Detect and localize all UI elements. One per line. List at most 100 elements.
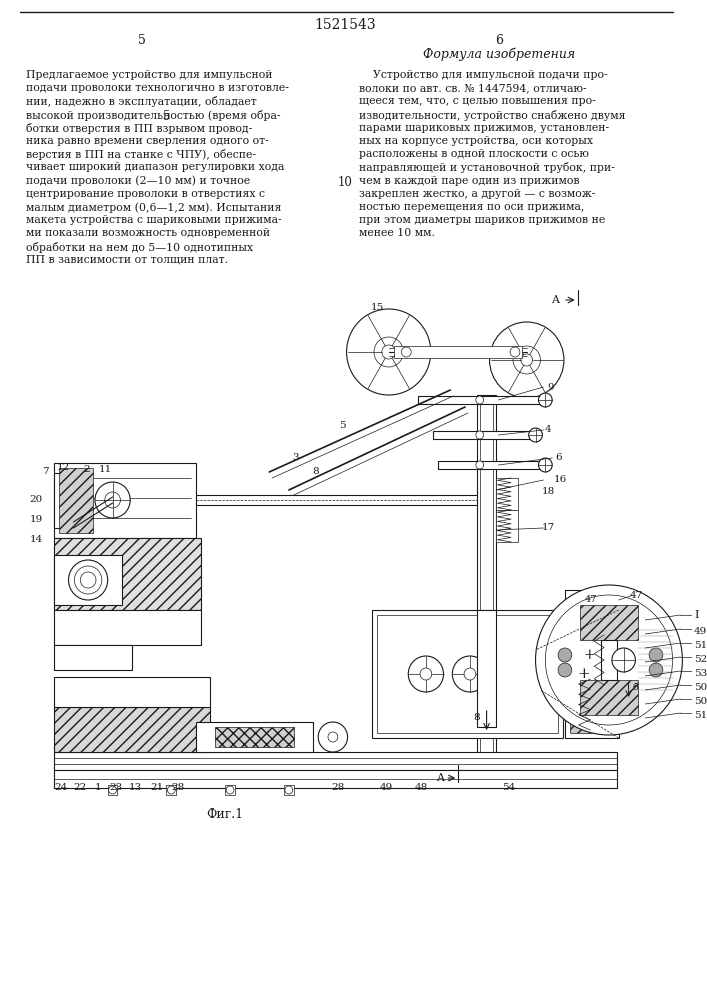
Bar <box>54 677 211 707</box>
Text: макета устройства с шариковыми прижима-: макета устройства с шариковыми прижима- <box>26 215 282 225</box>
Text: A: A <box>551 295 559 305</box>
Bar <box>54 707 211 752</box>
Text: верстия в ПП на станке с ЧПУ), обеспе-: верстия в ПП на станке с ЧПУ), обеспе- <box>26 149 257 160</box>
Circle shape <box>612 648 636 672</box>
Text: 4: 4 <box>545 426 551 434</box>
Circle shape <box>535 585 682 735</box>
Circle shape <box>539 393 552 407</box>
Text: ботки отверстия в ПП взрывом провод-: ботки отверстия в ПП взрывом провод- <box>26 123 252 134</box>
Text: 51: 51 <box>694 712 707 720</box>
Text: изводительности, устройство снабжено двумя: изводительности, устройство снабжено дву… <box>359 110 626 121</box>
Bar <box>166 785 176 795</box>
Text: 8: 8 <box>474 714 480 722</box>
Text: 20: 20 <box>30 495 43 504</box>
Bar <box>394 346 522 358</box>
Text: ника равно времени сверления одного от-: ника равно времени сверления одного от- <box>26 136 269 146</box>
Circle shape <box>649 663 663 677</box>
Circle shape <box>69 560 107 600</box>
Text: 47: 47 <box>585 595 597 604</box>
Text: 11: 11 <box>99 466 112 475</box>
Text: +: + <box>577 667 590 681</box>
Text: Фиг.1: Фиг.1 <box>206 808 244 822</box>
Text: Формула изобретения: Формула изобретения <box>423 47 575 61</box>
Text: ных на корпусе устройства, оси которых: ных на корпусе устройства, оси которых <box>359 136 593 146</box>
Bar <box>477 395 496 770</box>
Circle shape <box>285 786 293 794</box>
Text: 28: 28 <box>172 784 185 792</box>
Circle shape <box>464 668 476 680</box>
Bar <box>580 680 638 715</box>
Text: обработки на нем до 5—10 однотипных: обработки на нем до 5—10 однотипных <box>26 242 254 253</box>
Text: закреплен жестко, а другой — с возмож-: закреплен жестко, а другой — с возмож- <box>359 189 596 199</box>
Bar <box>284 785 293 795</box>
Text: 2: 2 <box>83 466 90 475</box>
Text: 22: 22 <box>74 784 87 792</box>
Circle shape <box>476 461 484 469</box>
Circle shape <box>81 572 96 588</box>
Text: Предлагаемое устройство для импульсной: Предлагаемое устройство для импульсной <box>26 70 273 80</box>
Bar <box>196 722 313 752</box>
Bar <box>580 605 638 640</box>
Circle shape <box>95 482 130 518</box>
Text: ми показали возможность одновременной: ми показали возможность одновременной <box>26 228 271 238</box>
Circle shape <box>420 668 432 680</box>
Circle shape <box>649 648 663 662</box>
Text: 9: 9 <box>547 382 554 391</box>
Text: A: A <box>436 773 443 783</box>
Bar <box>54 770 617 788</box>
Text: 18: 18 <box>542 488 555 496</box>
Text: подачи проволоки (2—10 мм) и точное: подачи проволоки (2—10 мм) и точное <box>26 176 250 186</box>
Text: ностью перемещения по оси прижима,: ностью перемещения по оси прижима, <box>359 202 585 212</box>
Text: чивает широкий диапазон регулировки хода: чивает широкий диапазон регулировки хода <box>26 162 285 172</box>
Text: 49: 49 <box>694 628 707 637</box>
Circle shape <box>521 354 532 366</box>
Bar <box>496 510 518 542</box>
Circle shape <box>590 664 609 684</box>
Text: Устройство для импульсной подачи про-: Устройство для импульсной подачи про- <box>359 70 608 80</box>
Text: ПП в зависимости от толщин плат.: ПП в зависимости от толщин плат. <box>26 255 228 265</box>
Circle shape <box>558 648 572 662</box>
Bar <box>570 674 614 733</box>
Bar <box>477 610 496 727</box>
Text: расположены в одной плоскости с осью: расположены в одной плоскости с осью <box>359 149 589 159</box>
Circle shape <box>452 656 488 692</box>
Text: 13: 13 <box>129 784 141 792</box>
Circle shape <box>489 322 564 398</box>
Text: 50: 50 <box>694 684 707 692</box>
Circle shape <box>328 732 338 742</box>
Text: волоки по авт. св. № 1447594, отличаю-: волоки по авт. св. № 1447594, отличаю- <box>359 83 587 93</box>
Bar <box>565 590 619 610</box>
Text: 51: 51 <box>694 642 707 650</box>
Circle shape <box>510 347 520 357</box>
Bar <box>601 640 617 680</box>
Text: 5: 5 <box>138 33 146 46</box>
Text: 21: 21 <box>150 784 163 792</box>
Text: центрирование проволоки в отверстиях с: центрирование проволоки в отверстиях с <box>26 189 265 199</box>
Bar <box>565 610 619 738</box>
Text: 8: 8 <box>312 468 319 477</box>
Text: 16: 16 <box>554 476 566 485</box>
Text: I: I <box>694 610 699 620</box>
Text: 17: 17 <box>542 524 555 532</box>
Text: щееся тем, что, с целью повышения про-: щееся тем, что, с целью повышения про- <box>359 96 596 106</box>
Text: подачи проволоки технологично в изготовле-: подачи проволоки технологично в изготовл… <box>26 83 289 93</box>
Text: 10: 10 <box>337 176 352 189</box>
Circle shape <box>318 722 348 752</box>
Circle shape <box>168 786 175 794</box>
Text: 14: 14 <box>30 536 43 544</box>
Text: направляющей и установочной трубок, при-: направляющей и установочной трубок, при- <box>359 162 615 173</box>
Text: б: б <box>633 684 638 692</box>
Text: 12: 12 <box>57 462 70 472</box>
Bar <box>496 478 518 510</box>
Bar <box>54 463 196 538</box>
Bar <box>226 785 235 795</box>
Text: нии, надежно в эксплуатации, обладает: нии, надежно в эксплуатации, обладает <box>26 96 257 107</box>
Bar <box>54 752 617 770</box>
Bar <box>196 495 477 505</box>
Bar <box>418 396 545 404</box>
Text: 52: 52 <box>694 656 707 664</box>
Circle shape <box>226 786 234 794</box>
Circle shape <box>529 428 542 442</box>
Bar <box>54 473 78 528</box>
Circle shape <box>382 345 395 359</box>
